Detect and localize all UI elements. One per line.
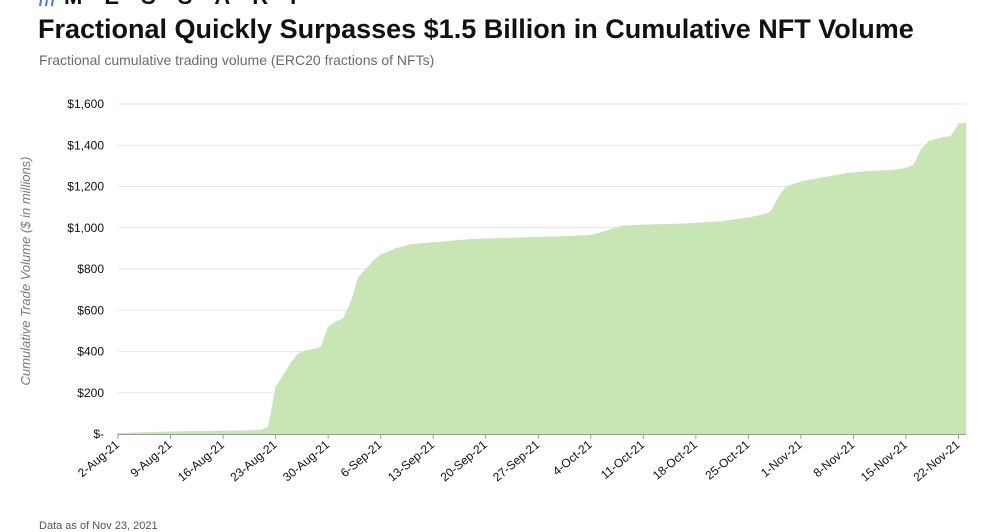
data-point [905,167,907,169]
x-tick-label: 30-Aug-21 [280,437,332,484]
y-tick-label: $- [93,427,104,441]
y-tick-label: $800 [77,262,104,276]
data-point [350,301,352,303]
data-point [867,170,870,172]
data-point [267,426,269,428]
data-point [395,247,397,249]
data-point [432,241,434,243]
data-point [590,234,592,236]
y-tick-label: $200 [77,386,104,400]
data-point [567,235,569,237]
footnote: Data as of Nov 23, 2021 [39,520,158,532]
y-axis-title: Cumulative Trade Volume ($ in millions) [18,156,33,385]
data-point [620,225,622,227]
x-tick-label: 13-Sep-21 [385,437,437,484]
data-point [139,431,142,433]
data-point [372,260,374,262]
data-point [777,196,779,198]
y-tick-label: $1,200 [67,180,104,194]
x-tick-label: 11-Oct-21 [598,437,647,482]
x-tick-label: 16-Aug-21 [175,437,227,484]
data-point [942,136,945,138]
data-points [117,121,967,434]
data-point [244,429,247,432]
data-point [747,216,749,219]
x-tick-label: 2-Aug-21 [75,437,122,480]
x-tick-label: 27-Sep-21 [490,437,542,484]
data-point [410,243,412,245]
data-point [297,352,299,355]
data-point [732,218,734,221]
data-point [169,430,172,433]
data-point [845,172,847,174]
data-point [470,238,472,240]
x-tick-label: 8-Nov-21 [811,437,858,480]
data-point [327,326,329,328]
data-point [822,176,825,178]
data-point [717,220,719,223]
data-point [890,169,892,171]
data-point [762,213,764,215]
data-point [290,362,292,364]
x-tick-label: 15-Nov-21 [858,437,910,484]
y-tick-label: $1,000 [67,221,104,235]
data-point [365,268,367,270]
data-point [320,346,322,348]
x-tick-labels: 2-Aug-21 9-Aug-21 16-Aug-21 23-Aug-21 30-Aug… [75,434,963,484]
data-point [770,210,772,212]
chart-subtitle: Fractional cumulative trading volume (ER… [39,52,435,68]
data-point [605,230,607,232]
x-tick-label: 22-Nov-21 [911,437,963,484]
x-tick-label: 23-Aug-21 [228,437,280,484]
chart-title: Fractional Quickly Surpasses $1.5 Billio… [38,14,914,44]
data-point [912,164,915,166]
data-point [927,140,930,142]
data-point [680,223,682,225]
data-point [920,148,922,150]
data-point [282,374,284,376]
data-point [342,317,344,320]
x-tick-label: 1-Nov-21 [758,437,805,480]
x-tick-label: 6-Sep-21 [338,437,385,480]
data-point [305,349,307,352]
y-tick-label: $400 [77,345,104,359]
data-point [259,429,262,431]
data-point [950,135,952,137]
data-point [800,180,802,182]
x-tick-label: 25-Oct-21 [702,437,752,482]
data-point [274,385,277,388]
data-point [222,430,224,432]
data-point [500,237,502,239]
data-point [642,224,644,226]
x-tick-label: 9-Aug-21 [128,437,175,480]
data-point [537,236,539,238]
y-tick-labels: $- $200 $400 $600 $800 $1,000 $1,200 $1,400 $1,6… [67,97,104,441]
x-tick-label: 4-Oct-21 [550,437,595,478]
data-point [965,121,967,124]
brand-header: MESSARI [38,0,318,8]
data-point [357,276,359,278]
brand-name: MESSARI [64,0,318,8]
area-series [118,122,966,434]
data-point [380,253,382,256]
data-point [957,122,960,125]
data-point [785,185,787,188]
data-point [117,432,119,434]
messari-logo-icon [39,0,54,6]
y-tick-label: $600 [77,303,104,317]
x-tick-label: 20-Sep-21 [438,437,490,484]
data-point [192,430,194,432]
y-tick-label: $1,600 [67,97,104,111]
y-tick-label: $1,400 [67,138,104,152]
data-point [335,320,337,323]
x-tick-label: 18-Oct-21 [650,437,700,482]
